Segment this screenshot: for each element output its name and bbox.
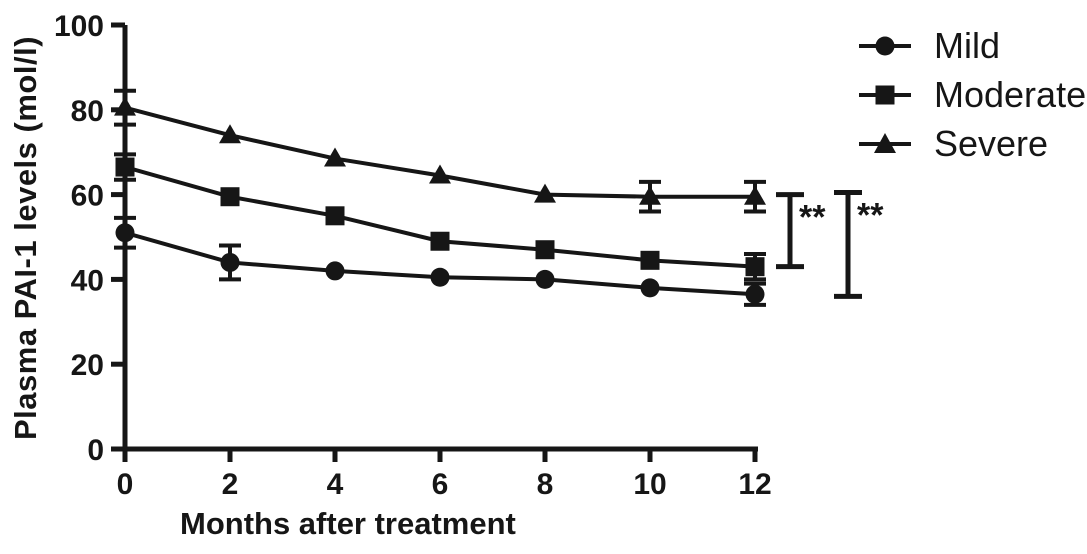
marker-square — [115, 157, 135, 177]
legend: Mild Moderate Severe — [858, 25, 1087, 164]
x-tick-label: 4 — [327, 468, 344, 501]
marker-triangle — [324, 147, 346, 167]
marker-triangle — [429, 164, 451, 184]
legend-marker-circle-icon — [859, 36, 911, 56]
marker-square — [325, 206, 345, 226]
x-tick-label: 10 — [633, 468, 666, 501]
y-tick-label: 40 — [71, 264, 104, 297]
marker-square — [745, 257, 765, 277]
x-tick-label: 0 — [117, 468, 134, 501]
y-tick-label: 20 — [71, 349, 104, 382]
sig-label: ** — [799, 199, 826, 237]
y-axis-title: Plasma PAI-1 levels (mol/l) — [8, 35, 43, 441]
x-axis-title: Months after treatment — [180, 506, 516, 541]
x-tick-label: 8 — [537, 468, 554, 501]
marker-square — [220, 187, 240, 207]
legend-item-moderate: Moderate — [858, 74, 1087, 115]
marker-triangle — [219, 124, 241, 144]
sig-label: ** — [857, 196, 884, 234]
x-tick-label: 2 — [222, 468, 239, 501]
marker-triangle — [534, 183, 556, 203]
marker-circle — [745, 284, 765, 304]
legend-label-severe: Severe — [934, 123, 1049, 164]
legend-label-mild: Mild — [934, 25, 1001, 66]
legend-item-severe: Severe — [858, 123, 1086, 164]
marker-triangle — [639, 185, 661, 205]
marker-triangle — [744, 185, 766, 205]
marker-circle — [640, 278, 660, 298]
x-tick-label: 12 — [738, 468, 771, 501]
marker-circle — [430, 267, 450, 287]
marker-circle — [220, 252, 240, 272]
marker-square — [430, 231, 450, 251]
legend-marker-square-icon — [859, 85, 911, 105]
y-tick-label: 80 — [71, 95, 104, 128]
marker-circle — [325, 261, 345, 281]
x-tick-label: 6 — [432, 468, 449, 501]
marker-square — [640, 250, 660, 270]
y-tick-label: 60 — [71, 180, 104, 213]
legend-marker-triangle-icon — [859, 133, 911, 153]
legend-label-moderate: Moderate — [934, 74, 1087, 115]
marker-circle — [115, 223, 135, 243]
marker-square — [535, 240, 555, 260]
marker-triangle — [114, 96, 136, 116]
legend-item-mild: Mild — [858, 25, 1086, 66]
y-tick-label: 0 — [87, 434, 104, 467]
y-tick-label: 100 — [54, 10, 104, 43]
marker-circle — [535, 269, 555, 289]
